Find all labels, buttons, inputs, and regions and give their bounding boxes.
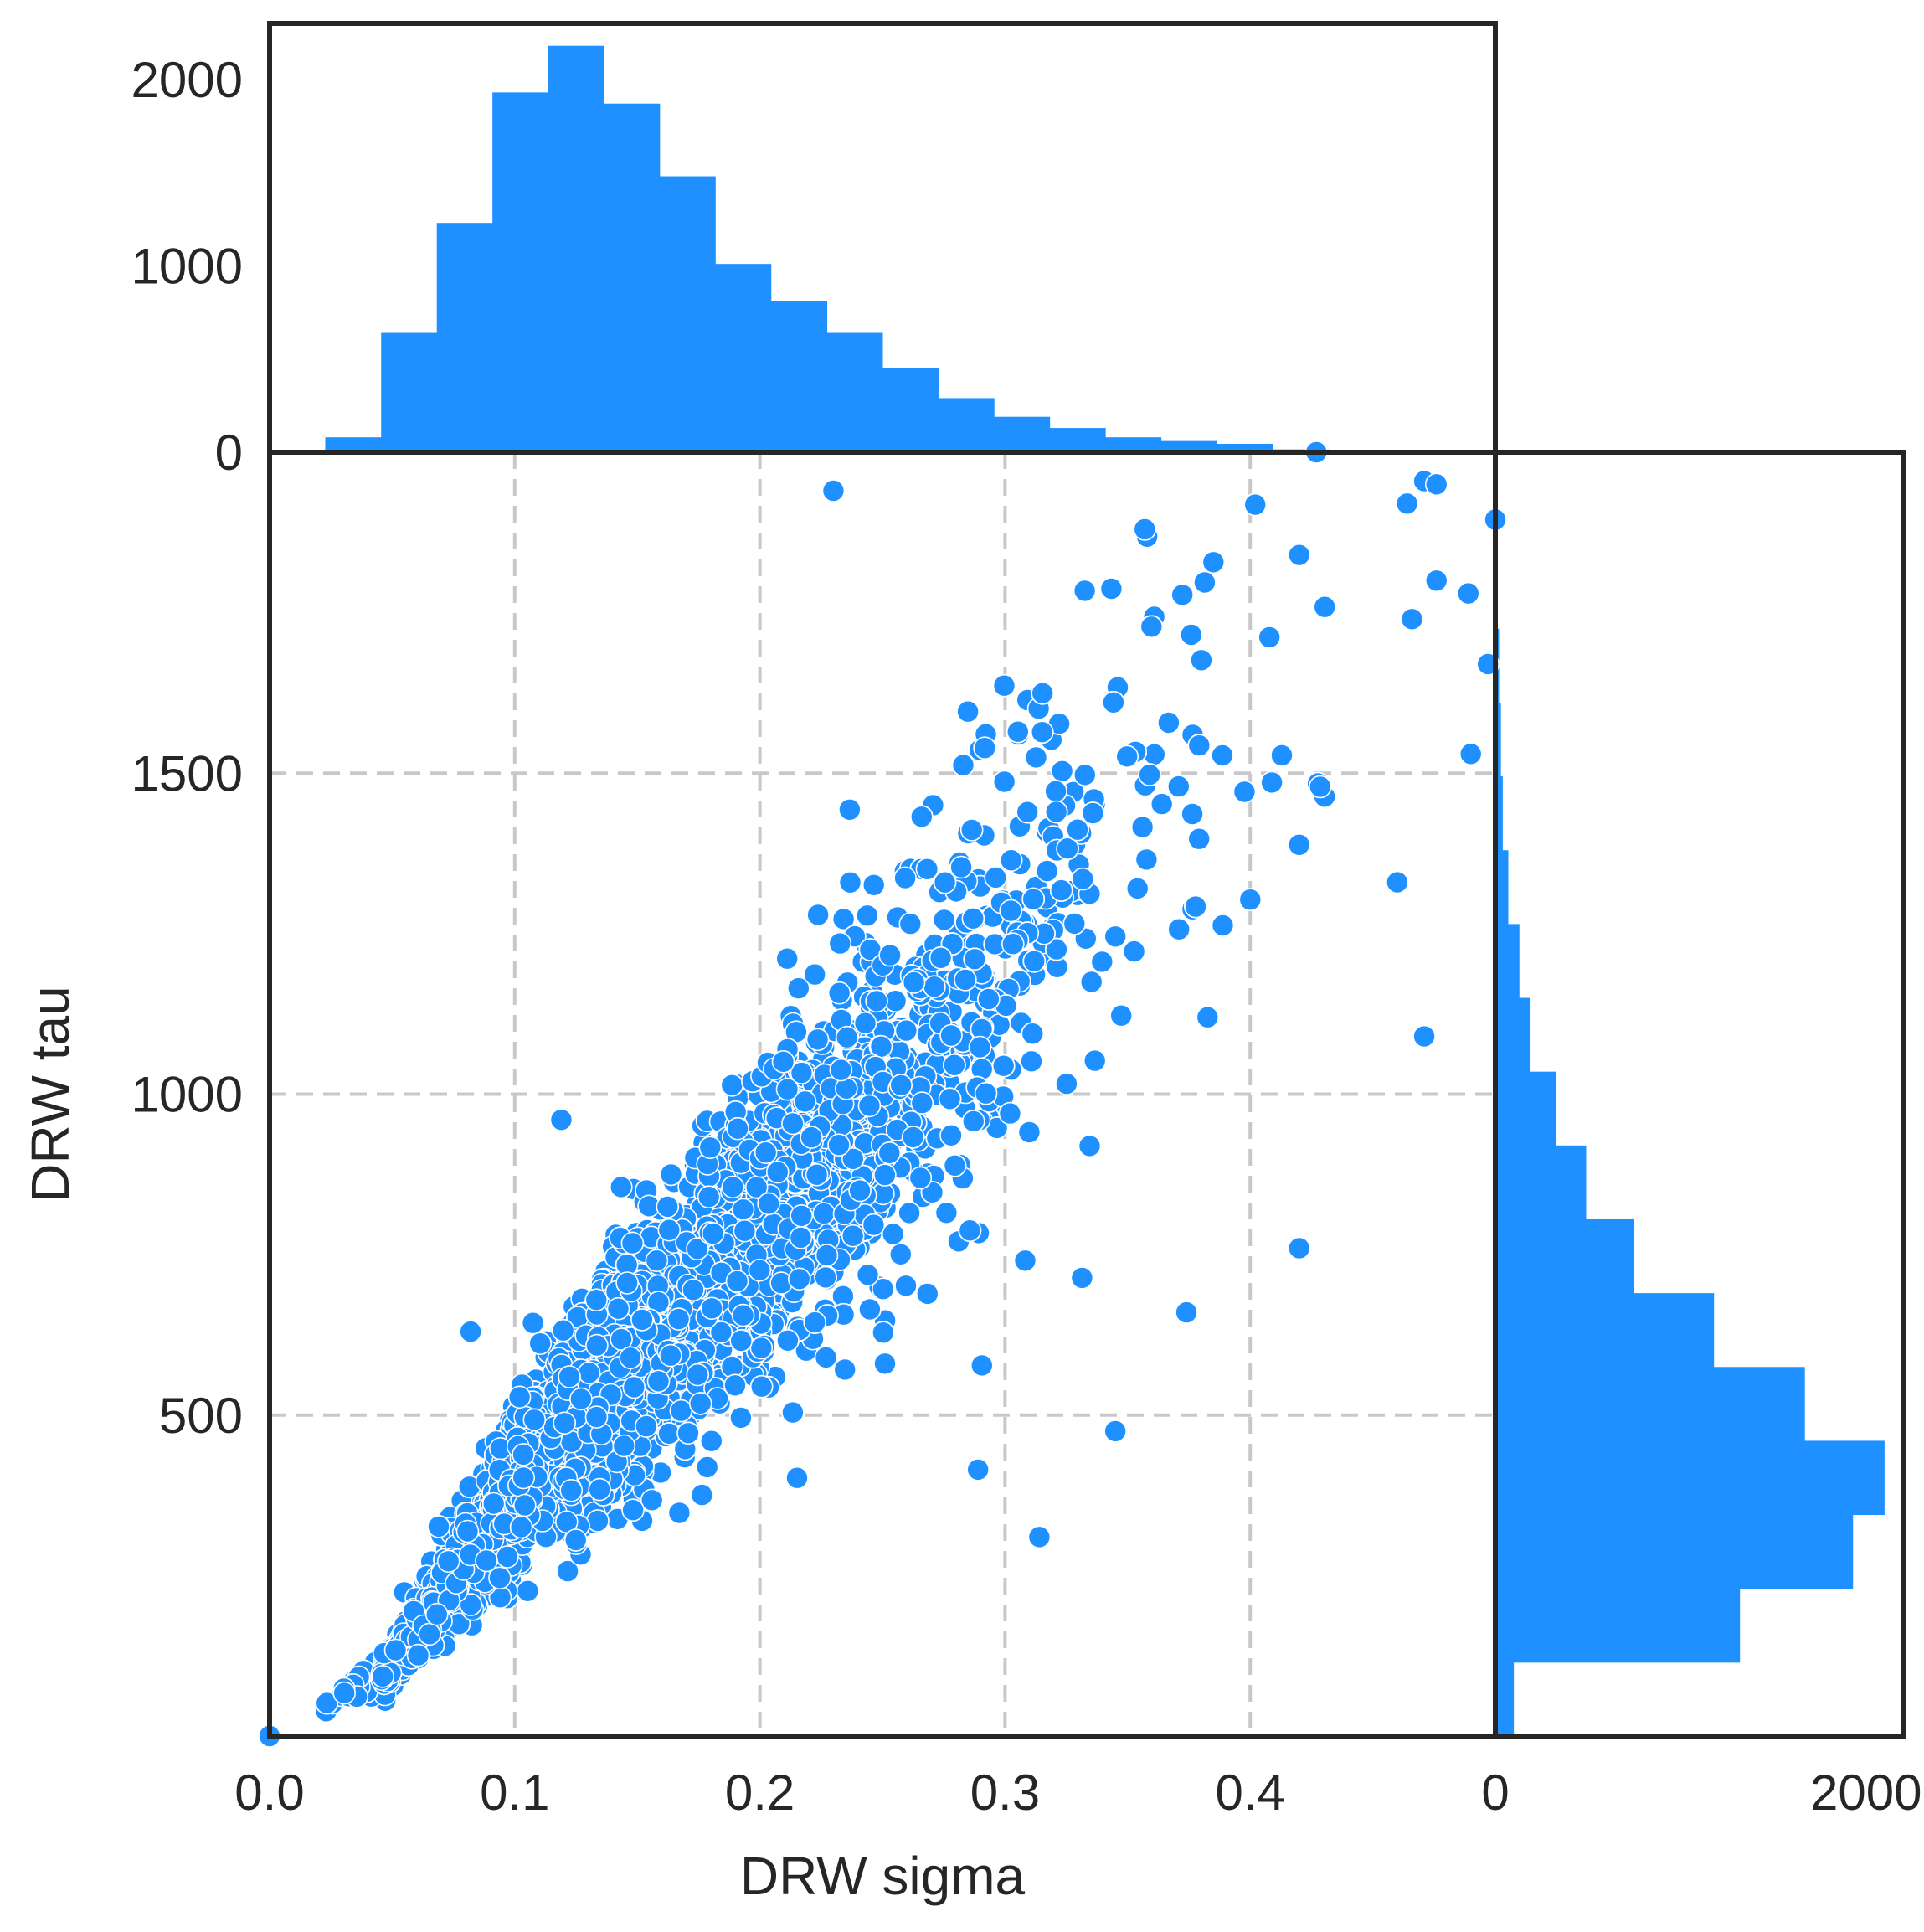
right-hist-bar: [1495, 924, 1520, 998]
scatter-point: [953, 755, 975, 776]
scatter-point: [786, 1467, 808, 1489]
scatter-point: [1309, 776, 1331, 798]
scatter-point: [1074, 580, 1096, 601]
scatter-point: [1084, 1050, 1106, 1072]
scatter-point: [874, 1352, 896, 1374]
scatter-point: [815, 1347, 837, 1368]
top-hist-bar: [437, 223, 493, 452]
top-histogram: [325, 46, 1328, 452]
top-hist-bar: [994, 417, 1050, 452]
right-hist-bar: [1495, 1146, 1586, 1220]
right-hist-bar: [1495, 998, 1530, 1073]
scatter-point: [1181, 624, 1202, 646]
scatter-point: [1132, 817, 1154, 838]
scatter-point: [1015, 1249, 1037, 1271]
top-hist-bar: [827, 333, 883, 452]
scatter-point: [1016, 801, 1038, 823]
scatter-point: [890, 1244, 912, 1265]
top-hist-bar: [771, 301, 827, 452]
scatter-point: [994, 675, 1016, 697]
scatter-point: [1271, 744, 1293, 766]
scatter-point: [1071, 1267, 1093, 1289]
scatter-point: [1081, 971, 1103, 993]
top-hist-bar: [660, 177, 716, 452]
top-hist-bar: [548, 46, 604, 452]
scatter-point: [804, 964, 826, 986]
right-hist-bar: [1495, 1219, 1634, 1294]
right-hist-bar: [1495, 1589, 1740, 1663]
top-hist-bar: [604, 104, 660, 452]
scatter-point: [1001, 849, 1022, 871]
scatter-point: [957, 701, 979, 723]
right-hist-bar: [1495, 1072, 1556, 1146]
right-hist-bar: [1495, 1662, 1514, 1737]
scatter-point: [1079, 1135, 1101, 1157]
scatter-point: [1191, 649, 1212, 671]
scatter-point: [697, 1456, 718, 1478]
scatter-point: [1056, 1073, 1078, 1095]
right-hist-bar: [1495, 1515, 1853, 1589]
right-hist-bar: [1495, 1440, 1885, 1515]
right-histogram: [1495, 481, 1885, 1736]
top-hist-bar: [715, 264, 771, 452]
scatter-point: [610, 1176, 632, 1198]
scatter-point: [1261, 771, 1283, 793]
scatter-point: [1233, 781, 1255, 803]
scatter-point: [1144, 744, 1165, 765]
right-hist-bar: [1495, 1293, 1714, 1368]
scatter-point: [668, 1502, 690, 1524]
scatter-point: [1021, 1050, 1042, 1072]
scatter-point: [1168, 919, 1190, 940]
top-hist-bar: [938, 398, 994, 452]
scatter-point: [829, 982, 851, 1004]
scatter-point: [935, 1202, 957, 1224]
scatter-point: [691, 1484, 712, 1506]
scatter-point: [840, 872, 862, 894]
top-hist-bar: [492, 92, 548, 452]
scatter-point: [1074, 764, 1096, 786]
right-hist-bar: [1495, 1367, 1805, 1441]
scatter-point: [1052, 760, 1073, 782]
scatter-point: [898, 1202, 920, 1224]
top-hist-bar: [381, 333, 437, 452]
scatter-point: [961, 819, 983, 841]
top-hist-bar: [1050, 428, 1106, 452]
top-hist-bar: [882, 368, 939, 452]
scatter-point: [863, 874, 885, 896]
scatter-point: [1072, 868, 1093, 890]
scatter-point: [1127, 878, 1149, 899]
scatter-point: [857, 1264, 879, 1285]
scatter-point: [701, 1430, 723, 1452]
scatter-point: [1037, 860, 1058, 882]
scatter-point: [1100, 578, 1122, 600]
